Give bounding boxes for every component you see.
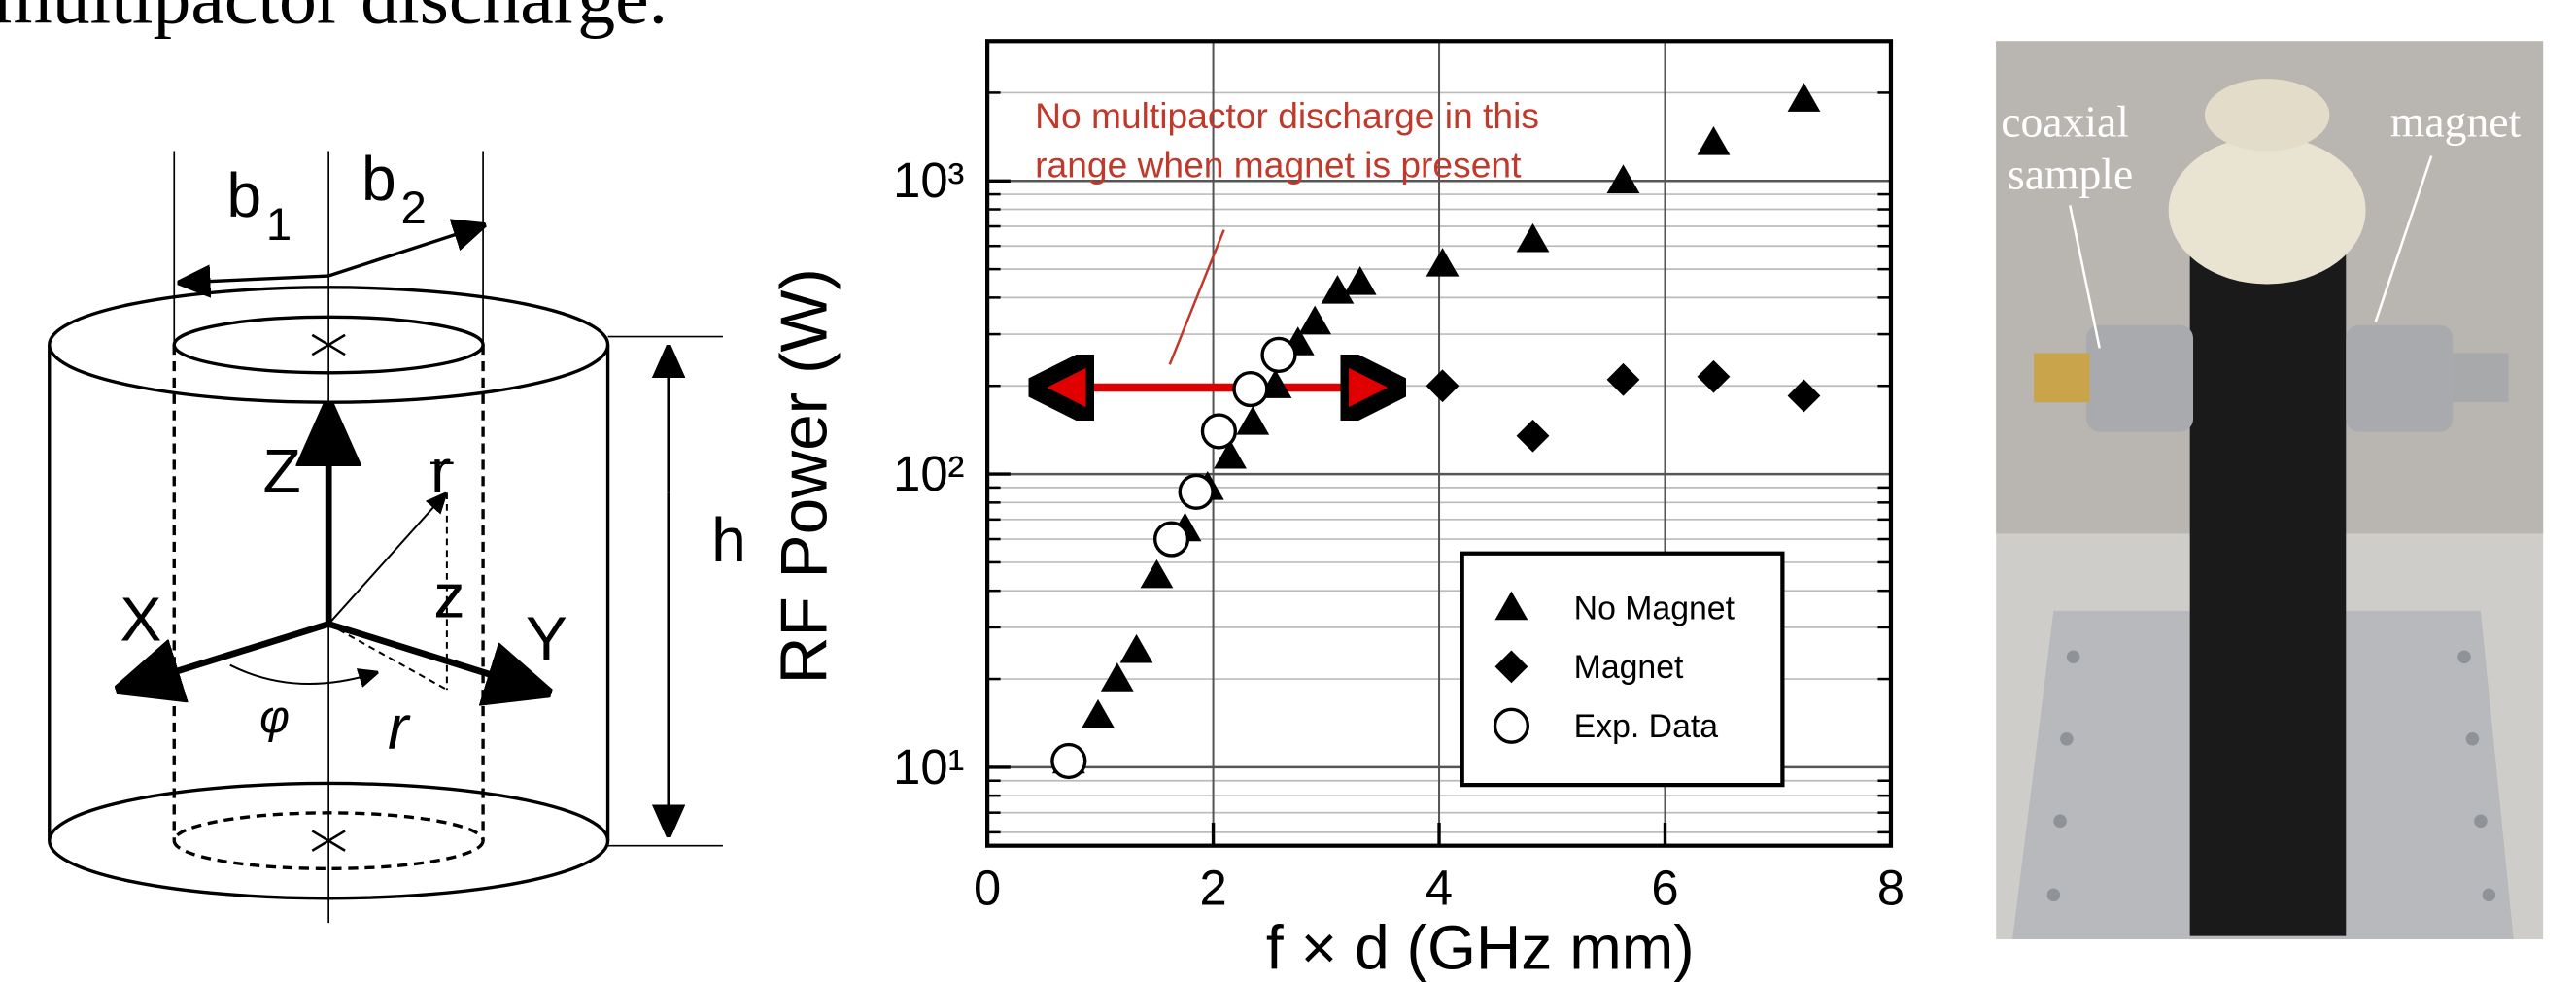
annotation: No multipactor discharge in this (1035, 95, 1539, 136)
label: 2 (401, 183, 427, 234)
hole (2465, 732, 2480, 746)
marker-triangle (1516, 222, 1550, 253)
connector (2034, 353, 2090, 403)
y-axis-label: RF Power (W) (768, 268, 841, 684)
photo-label: coaxial (2001, 96, 2129, 146)
plot-frame (985, 39, 1894, 848)
legend-label: No Magnet (1574, 590, 1735, 626)
marker-diamond (1697, 359, 1731, 393)
y-tick-label: 10³ (893, 152, 964, 208)
marker-circle (1178, 473, 1215, 510)
legend-label: Magnet (1574, 649, 1684, 686)
marker-triangle (1425, 248, 1460, 277)
hole (2046, 888, 2061, 902)
x-axis (128, 621, 330, 686)
marker-circle (1050, 742, 1087, 780)
hole (2066, 650, 2080, 664)
marker-circle (1200, 413, 1237, 450)
marker-diamond (1516, 419, 1550, 453)
label: 1 (266, 199, 292, 251)
marker-triangle (1494, 591, 1528, 621)
pointer (2069, 205, 2101, 349)
marker-diamond (1425, 369, 1460, 403)
magnet-block (2189, 213, 2347, 936)
marker-triangle (1100, 662, 1134, 692)
x-axis-label: f × d (GHz mm) (1266, 912, 1695, 982)
annotation-pointer (1168, 229, 1225, 365)
label: X (120, 584, 161, 654)
marker-circle (1493, 707, 1530, 744)
marker-diamond (1787, 379, 1821, 413)
hole (2053, 814, 2067, 829)
label: b (226, 160, 261, 230)
wing-nut (2168, 136, 2366, 285)
marker-diamond (1606, 362, 1640, 396)
photo-label: sample (2008, 149, 2133, 198)
label: φ (259, 692, 290, 743)
b1-arrow (184, 276, 329, 283)
marker-triangle (1082, 698, 1115, 728)
legend-label: Exp. Data (1574, 708, 1719, 745)
marker-circle (1260, 336, 1297, 373)
diagram-labels: b 1 b 2 Z r h X z Y φ r (120, 144, 745, 762)
label: r (388, 693, 411, 762)
label: Z (263, 436, 301, 506)
phi-arc (229, 663, 375, 684)
cylinder-diagram (48, 151, 723, 924)
marker-triangle (1343, 266, 1377, 295)
chart: 10¹ 10² 10³ 0 2 4 6 8 f × d (GHz mm) RF Power (W)… (768, 39, 1905, 982)
coax-left (2086, 324, 2194, 432)
annotation: range when magnet is present (1035, 145, 1522, 186)
marker-triangle (1697, 126, 1731, 155)
label: r (430, 436, 451, 506)
connector (2453, 353, 2509, 403)
photo-label: magnet (2390, 96, 2522, 146)
x-tick-label: 6 (1651, 861, 1678, 916)
label: h (711, 505, 746, 575)
marker-circle (1232, 370, 1269, 408)
hole (2482, 888, 2496, 902)
x-tick-label: 8 (1877, 861, 1905, 916)
marker-triangle (1606, 164, 1640, 193)
coax-right (2346, 324, 2454, 432)
marker-circle (1152, 521, 1190, 558)
heading: multipactor discharge. (0, 0, 668, 40)
y-tick-label: 10² (893, 446, 964, 501)
pointer (2374, 155, 2433, 322)
marker-triangle (1236, 406, 1270, 435)
marker-triangle (1119, 633, 1153, 663)
label: z (433, 561, 464, 631)
x-tick-label: 0 (974, 861, 1001, 916)
label: b (361, 144, 396, 214)
b2-arrow (327, 226, 480, 278)
marker-triangle (1214, 439, 1247, 469)
photo: coaxial sample magnet (1996, 41, 2544, 940)
hole (2474, 814, 2488, 829)
marker-triangle (1321, 275, 1355, 304)
marker-triangle (1787, 83, 1821, 112)
y-axis (327, 621, 538, 690)
label: Y (526, 604, 567, 674)
marker-triangle (1140, 559, 1174, 589)
x-tick-label: 2 (1199, 861, 1226, 916)
marker-triangle (1298, 305, 1332, 335)
y-tick-label: 10¹ (893, 739, 964, 795)
x-tick-label: 4 (1425, 861, 1453, 916)
r-vector (327, 496, 443, 626)
wing-nut (2204, 79, 2330, 152)
hole (2060, 732, 2074, 746)
hole (2457, 650, 2471, 664)
center-cross (311, 333, 346, 852)
